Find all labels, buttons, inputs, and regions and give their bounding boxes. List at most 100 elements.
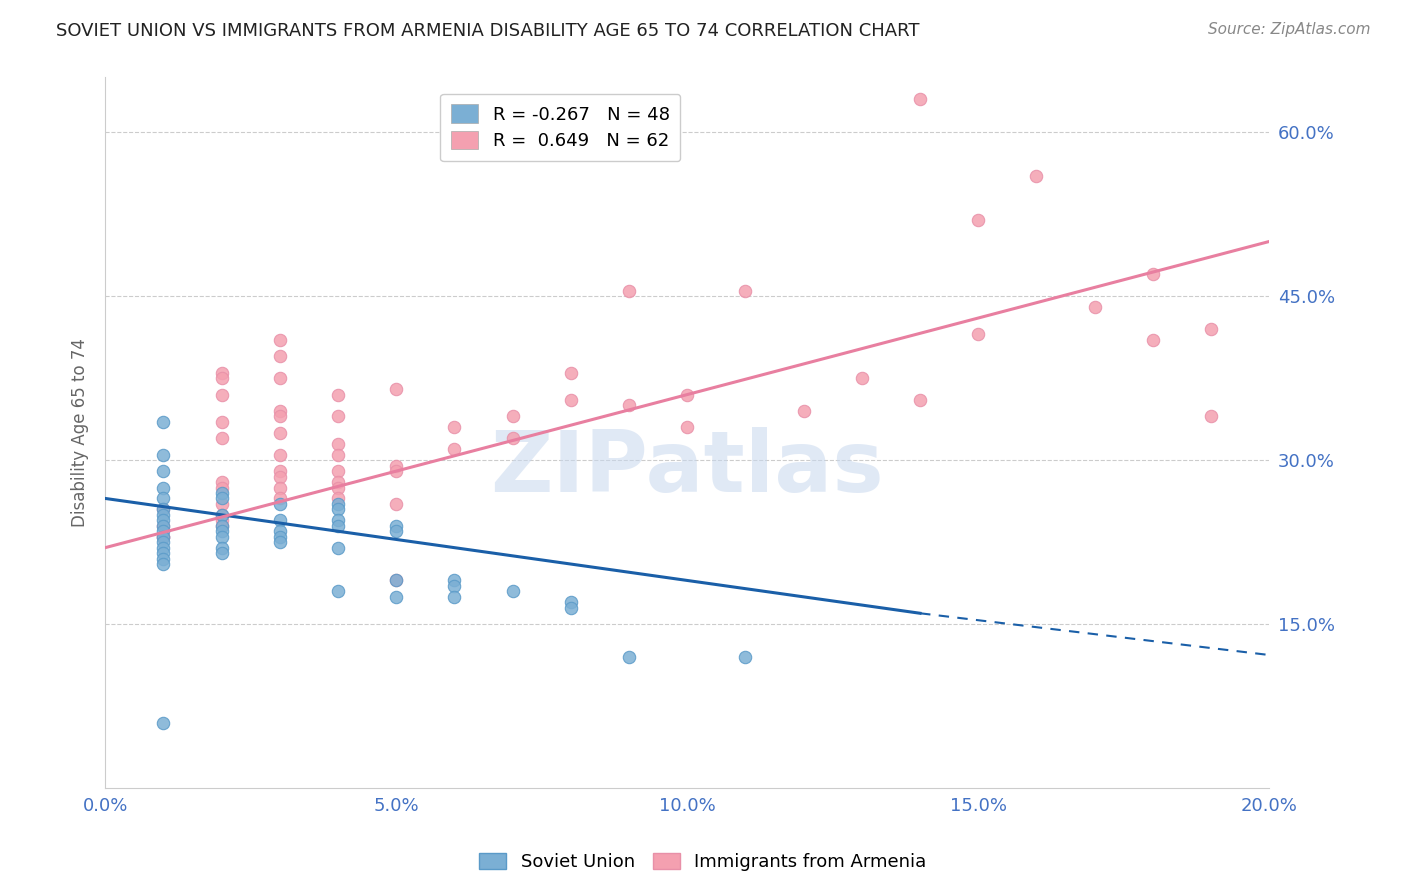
Point bbox=[617, 284, 640, 298]
Point bbox=[326, 448, 349, 462]
Point bbox=[326, 409, 349, 424]
Point bbox=[269, 333, 291, 347]
Point bbox=[326, 584, 349, 599]
Point bbox=[326, 497, 349, 511]
Point bbox=[385, 458, 408, 473]
Point bbox=[326, 502, 349, 516]
Point bbox=[385, 524, 408, 539]
Point bbox=[269, 371, 291, 385]
Point bbox=[443, 442, 465, 457]
Point bbox=[676, 420, 699, 434]
Legend: Soviet Union, Immigrants from Armenia: Soviet Union, Immigrants from Armenia bbox=[472, 846, 934, 879]
Point bbox=[560, 392, 582, 407]
Point bbox=[211, 366, 233, 380]
Point bbox=[1142, 267, 1164, 281]
Point bbox=[560, 600, 582, 615]
Point bbox=[385, 574, 408, 588]
Point bbox=[326, 513, 349, 527]
Point bbox=[211, 508, 233, 522]
Point bbox=[211, 481, 233, 495]
Point bbox=[443, 420, 465, 434]
Point bbox=[734, 284, 756, 298]
Point bbox=[152, 546, 174, 560]
Point bbox=[211, 513, 233, 527]
Point bbox=[211, 486, 233, 500]
Legend: R = -0.267   N = 48, R =  0.649   N = 62: R = -0.267 N = 48, R = 0.649 N = 62 bbox=[440, 94, 681, 161]
Point bbox=[211, 530, 233, 544]
Point bbox=[617, 650, 640, 665]
Point bbox=[560, 366, 582, 380]
Point bbox=[269, 524, 291, 539]
Point bbox=[908, 92, 931, 106]
Point bbox=[1142, 333, 1164, 347]
Text: SOVIET UNION VS IMMIGRANTS FROM ARMENIA DISABILITY AGE 65 TO 74 CORRELATION CHAR: SOVIET UNION VS IMMIGRANTS FROM ARMENIA … bbox=[56, 22, 920, 40]
Point bbox=[152, 530, 174, 544]
Point bbox=[967, 212, 990, 227]
Point bbox=[326, 464, 349, 478]
Point bbox=[1199, 409, 1222, 424]
Point bbox=[152, 513, 174, 527]
Point bbox=[152, 508, 174, 522]
Point bbox=[385, 382, 408, 396]
Point bbox=[502, 431, 524, 445]
Point bbox=[211, 415, 233, 429]
Point bbox=[385, 464, 408, 478]
Point bbox=[211, 491, 233, 506]
Point bbox=[269, 535, 291, 549]
Point bbox=[211, 546, 233, 560]
Point bbox=[269, 481, 291, 495]
Point bbox=[211, 497, 233, 511]
Point bbox=[326, 387, 349, 401]
Point bbox=[1084, 300, 1107, 314]
Point bbox=[152, 530, 174, 544]
Point bbox=[269, 409, 291, 424]
Point bbox=[326, 481, 349, 495]
Point bbox=[326, 436, 349, 450]
Point bbox=[152, 464, 174, 478]
Point bbox=[152, 502, 174, 516]
Point bbox=[502, 409, 524, 424]
Point bbox=[443, 579, 465, 593]
Point bbox=[269, 404, 291, 418]
Point bbox=[326, 541, 349, 555]
Point bbox=[851, 371, 873, 385]
Point bbox=[269, 530, 291, 544]
Y-axis label: Disability Age 65 to 74: Disability Age 65 to 74 bbox=[72, 338, 89, 527]
Point bbox=[385, 518, 408, 533]
Point bbox=[152, 518, 174, 533]
Point bbox=[269, 491, 291, 506]
Point bbox=[211, 524, 233, 539]
Point bbox=[385, 590, 408, 604]
Point bbox=[269, 513, 291, 527]
Point bbox=[269, 425, 291, 440]
Point bbox=[152, 557, 174, 571]
Point bbox=[326, 518, 349, 533]
Point bbox=[734, 650, 756, 665]
Point bbox=[385, 497, 408, 511]
Point bbox=[152, 448, 174, 462]
Point bbox=[152, 551, 174, 566]
Point bbox=[211, 541, 233, 555]
Point bbox=[676, 387, 699, 401]
Text: Source: ZipAtlas.com: Source: ZipAtlas.com bbox=[1208, 22, 1371, 37]
Point bbox=[269, 349, 291, 363]
Point bbox=[269, 448, 291, 462]
Point bbox=[211, 475, 233, 489]
Point bbox=[152, 481, 174, 495]
Point bbox=[152, 524, 174, 539]
Point bbox=[560, 595, 582, 609]
Point bbox=[211, 518, 233, 533]
Point bbox=[152, 491, 174, 506]
Point bbox=[152, 518, 174, 533]
Text: ZIPatlas: ZIPatlas bbox=[491, 427, 884, 510]
Point bbox=[152, 415, 174, 429]
Point bbox=[908, 392, 931, 407]
Point bbox=[502, 584, 524, 599]
Point bbox=[793, 404, 815, 418]
Point bbox=[211, 508, 233, 522]
Point bbox=[211, 518, 233, 533]
Point bbox=[269, 464, 291, 478]
Point bbox=[967, 327, 990, 342]
Point bbox=[211, 387, 233, 401]
Point bbox=[326, 475, 349, 489]
